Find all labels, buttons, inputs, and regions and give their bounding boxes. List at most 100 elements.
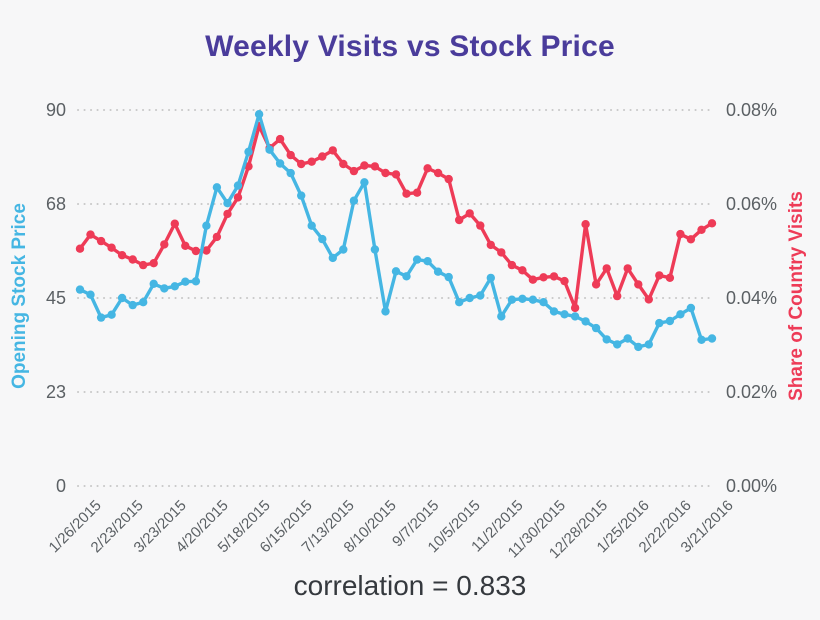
stock-price-point — [570, 312, 580, 321]
stock-price-point — [160, 284, 169, 293]
stock-price-point — [233, 181, 243, 190]
y-axis-tick-label-left: 0 — [55, 476, 66, 496]
country-visits-point — [170, 219, 179, 228]
page-title: Weekly Visits vs Stock Price — [205, 30, 615, 63]
y-axis-tick-label-left: 45 — [45, 288, 66, 308]
stock-price-point — [581, 317, 590, 326]
country-visits-point — [665, 273, 675, 282]
stock-price-point — [623, 334, 632, 343]
country-visits-point — [613, 291, 622, 301]
country-visits-point — [455, 215, 464, 225]
stock-price-point — [191, 277, 201, 286]
stock-price-point — [244, 147, 253, 156]
country-visits-point — [339, 159, 348, 169]
country-visits-point — [86, 230, 95, 239]
stock-price-point — [212, 183, 222, 192]
country-visits-point — [676, 229, 685, 239]
country-visits-point — [570, 303, 580, 313]
country-visits-point — [318, 152, 327, 161]
country-visits-point — [591, 280, 601, 289]
stock-price-point — [107, 310, 116, 319]
stock-price-line — [78, 112, 714, 349]
stock-price-point — [328, 253, 337, 263]
stock-price-point — [117, 293, 127, 303]
stock-price-point — [318, 234, 327, 244]
stock-price-point — [444, 272, 453, 282]
country-visits-point — [297, 159, 306, 169]
stock-price-point — [412, 255, 422, 264]
country-visits-point — [465, 209, 474, 218]
country-visits-point — [212, 232, 222, 242]
stock-price-point — [602, 335, 611, 344]
y-axis-tick-label-left: 23 — [45, 382, 66, 402]
stock-price-point — [339, 245, 348, 254]
country-visits-point — [181, 241, 190, 250]
country-visits-point — [707, 219, 717, 228]
country-visits-point — [139, 260, 148, 270]
stock-price-point — [254, 110, 264, 119]
country-visits-point — [107, 243, 116, 252]
country-visits-point — [497, 248, 506, 257]
country-visits-point — [223, 209, 232, 219]
country-visits-point — [634, 280, 643, 289]
stock-price-point — [549, 307, 559, 316]
country-visits-point — [581, 220, 590, 229]
stock-price-point — [507, 295, 517, 304]
stock-price-point — [423, 257, 432, 266]
country-visits-point — [128, 255, 137, 264]
stock-price-point — [223, 199, 232, 208]
stock-price-point — [370, 245, 380, 254]
country-visits-point — [549, 272, 559, 281]
stock-price-point — [75, 285, 85, 294]
country-visits-point — [697, 225, 706, 234]
y-axis-tick-label-right: 0.00% — [726, 476, 778, 496]
stock-price-point — [170, 282, 179, 291]
country-visits-point — [233, 193, 243, 202]
y-axis-tick-label-right: 0.08% — [726, 100, 778, 120]
stock-price-point — [139, 298, 148, 307]
country-visits-point — [444, 174, 453, 184]
stock-price-point — [433, 267, 443, 276]
country-visits-point — [644, 295, 653, 304]
stock-price-point — [560, 310, 569, 319]
y-axis-tick-label-right: 0.06% — [726, 194, 778, 214]
country-visits-point — [423, 164, 432, 173]
stock-price-point — [539, 298, 548, 307]
country-visits-point — [391, 170, 401, 179]
country-visits-point — [286, 150, 295, 160]
country-visits-point — [486, 240, 495, 250]
country-visits-point — [560, 276, 569, 286]
country-visits-line — [78, 124, 714, 310]
stock-price-point — [455, 298, 464, 307]
country-visits-point — [370, 162, 380, 171]
stock-price-point — [202, 221, 211, 230]
country-visits-point — [160, 240, 169, 249]
country-visits-point — [191, 246, 201, 256]
country-visits-point — [307, 157, 316, 166]
country-visits-point — [402, 189, 411, 198]
stock-price-point — [349, 196, 359, 205]
stock-price-point — [528, 295, 538, 304]
stock-price-point — [391, 267, 401, 276]
stock-price-point — [476, 291, 485, 300]
y-axis-tick-label-left: 90 — [45, 100, 66, 120]
stock-price-point — [181, 277, 190, 286]
country-visits-point — [623, 264, 632, 273]
y-axis-tick-label-right: 0.02% — [726, 382, 778, 402]
country-visits-point — [75, 244, 85, 253]
country-visits-point — [381, 168, 390, 178]
country-visits-point — [149, 259, 158, 268]
country-visits-point — [96, 236, 106, 246]
country-visits-point — [686, 235, 696, 244]
stock-price-point — [591, 323, 601, 333]
stock-price-point — [518, 294, 527, 303]
stock-price-point — [149, 279, 158, 288]
stock-price-point — [655, 318, 664, 328]
stock-price-point — [286, 168, 295, 178]
stock-price-point — [613, 340, 622, 349]
country-visits-point — [433, 168, 443, 178]
stock-price-point — [676, 310, 685, 319]
stock-price-point — [634, 342, 643, 352]
